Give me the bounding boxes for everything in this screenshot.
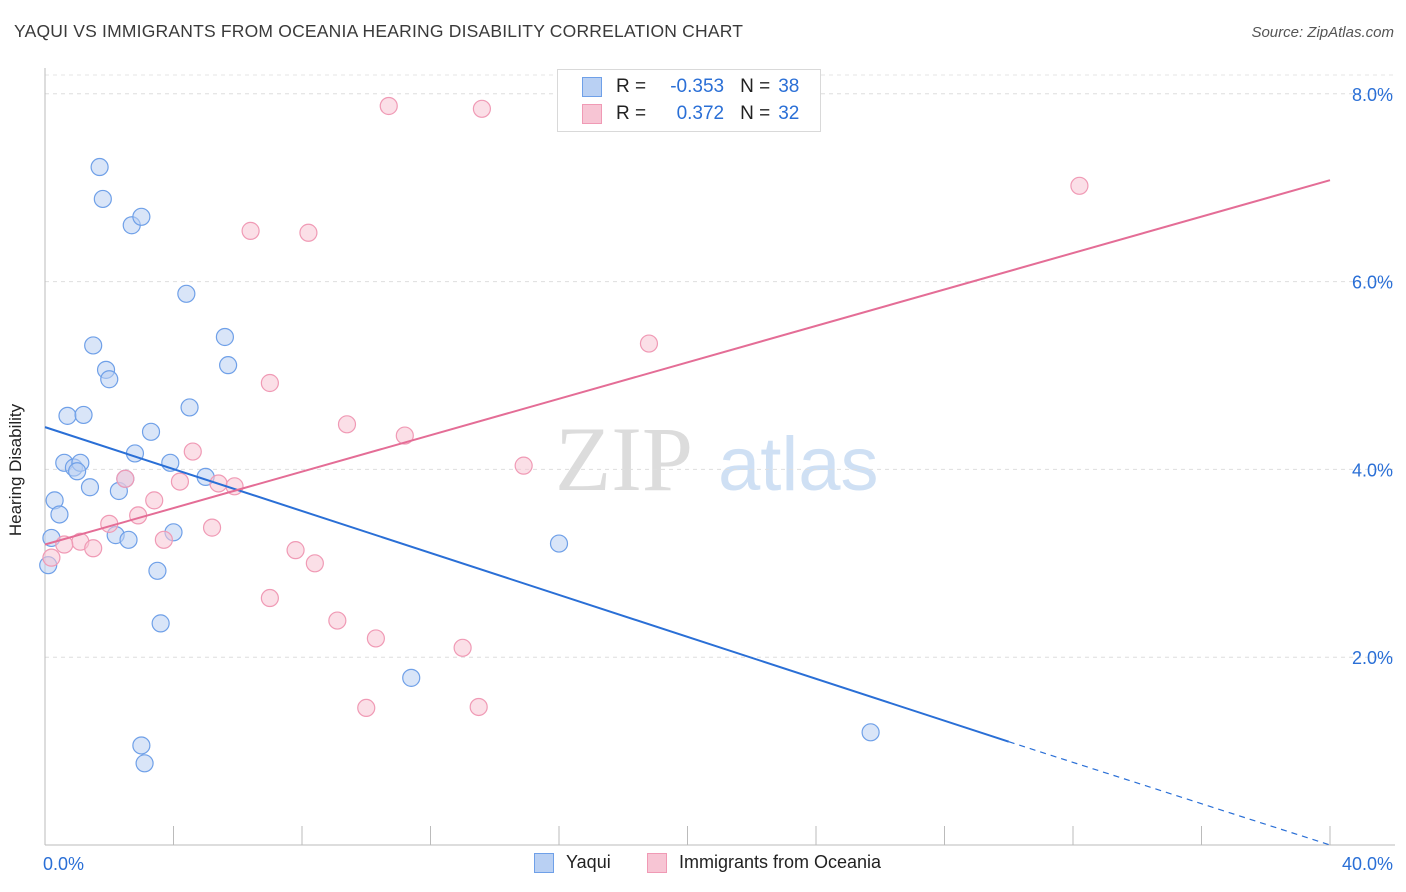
oceania-point	[395, 426, 414, 445]
oceania-point	[286, 541, 305, 560]
legend-swatch-oceania	[582, 104, 602, 124]
y-tick-label: 6.0%	[1352, 273, 1393, 293]
yaqui-point	[402, 668, 421, 687]
oceania-point	[260, 373, 279, 393]
x-tick-label: 40.0%	[1342, 854, 1393, 874]
oceania-trend-line	[44, 179, 1331, 546]
oceania-point	[357, 698, 376, 718]
y-axis-title: Hearing Disability	[6, 403, 25, 537]
yaqui-point	[93, 189, 112, 209]
source-credit: Source: ZipAtlas.com	[1251, 24, 1394, 41]
yaqui-point	[135, 754, 154, 773]
yaqui-point	[90, 157, 109, 177]
oceania-point	[202, 518, 222, 537]
oceania-point	[337, 415, 357, 434]
oceania-point	[305, 554, 324, 573]
n-label: N =	[740, 103, 771, 124]
oceania-point	[116, 469, 135, 488]
yaqui-point	[132, 207, 151, 226]
series-label-yaqui: Yaqui	[566, 852, 611, 872]
oceania-point	[299, 223, 318, 242]
oceania-point	[154, 530, 173, 549]
oceania-point	[1070, 176, 1089, 195]
yaqui-trend-line	[44, 426, 1010, 743]
oceania-point	[241, 221, 260, 240]
r-value-oceania: 0.372	[676, 103, 725, 124]
yaqui-point	[50, 505, 69, 524]
r-label: R =	[616, 76, 647, 97]
n-value-oceania: 32	[778, 103, 800, 124]
watermark-zip: ZIP	[555, 408, 693, 510]
oceania-point	[514, 456, 533, 475]
n-value-yaqui: 38	[778, 76, 800, 97]
series-label-oceania: Immigrants from Oceania	[679, 852, 882, 872]
chart-title: YAQUI VS IMMIGRANTS FROM OCEANIA HEARING…	[14, 21, 744, 41]
oceania-point	[183, 442, 202, 461]
oceania-point	[328, 611, 347, 630]
yaqui-point	[119, 530, 138, 549]
oceania-point	[453, 638, 472, 657]
series-legend-oceania[interactable]: Immigrants from Oceania	[647, 852, 881, 873]
yaqui-point	[215, 327, 234, 347]
yaqui-point	[177, 284, 196, 303]
oceania-point	[42, 548, 61, 567]
oceania-point	[366, 629, 385, 648]
oceania-point	[469, 697, 488, 717]
yaqui-point	[68, 462, 87, 481]
yaqui-point	[58, 406, 77, 425]
oceania-point	[639, 334, 659, 353]
yaqui-point	[151, 614, 170, 633]
yaqui-point	[219, 356, 238, 375]
oceania-point	[379, 96, 398, 116]
oceania-point	[170, 472, 190, 491]
yaqui-point	[132, 736, 151, 755]
series-swatch-oceania	[647, 852, 667, 873]
yaqui-point	[100, 370, 119, 389]
yaqui-point	[861, 723, 880, 742]
correlation-legend: R = -0.353 N = 38 R = 0.372 N = 32	[557, 69, 821, 132]
yaqui-point	[74, 405, 93, 425]
n-label: N =	[740, 76, 771, 97]
yaqui-point	[80, 478, 100, 497]
legend-row-oceania: R = 0.372 N = 32	[582, 102, 799, 126]
y-tick-label: 8.0%	[1352, 85, 1393, 105]
yaqui-point	[180, 398, 199, 417]
x-tick-label: 0.0%	[43, 854, 84, 874]
oceania-point	[260, 588, 279, 608]
yaqui-trend-extension	[1008, 741, 1331, 846]
watermark-atlas: atlas	[718, 422, 879, 507]
r-value-yaqui: -0.353	[670, 76, 725, 97]
y-tick-label: 2.0%	[1352, 648, 1393, 668]
legend-row-yaqui: R = -0.353 N = 38	[582, 75, 799, 99]
series-swatch-yaqui	[534, 852, 554, 873]
oceania-point	[472, 99, 491, 118]
y-tick-label: 4.0%	[1352, 460, 1393, 480]
yaqui-point	[141, 422, 161, 441]
yaqui-point	[84, 336, 103, 355]
oceania-point	[145, 491, 164, 510]
legend-swatch-yaqui	[582, 77, 602, 97]
yaqui-point	[549, 534, 569, 553]
series-legend: Yaqui Immigrants from Oceania	[0, 852, 1406, 878]
yaqui-point	[148, 561, 167, 580]
r-label: R =	[616, 103, 647, 124]
series-legend-yaqui[interactable]: Yaqui	[534, 852, 611, 873]
oceania-point	[84, 539, 103, 558]
